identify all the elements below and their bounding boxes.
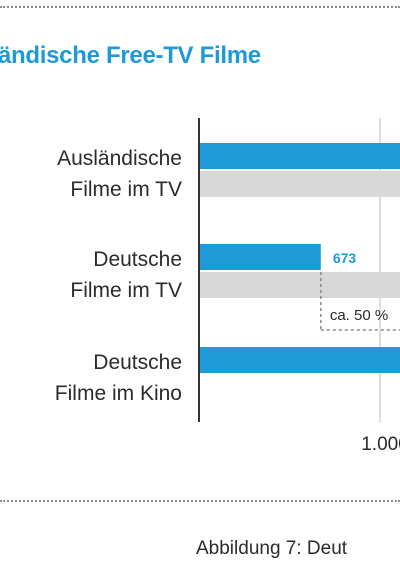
bar-0-series-1 [199, 171, 400, 197]
annotation-label-0: ca. 50 % [330, 307, 388, 324]
category-label-2-line-0: Deutsche [93, 351, 182, 374]
chart-title: ändische Free-TV Filme [0, 42, 261, 69]
category-label-1-line-1: Filme im TV [70, 279, 182, 302]
bar-2-series-0 [199, 347, 400, 373]
data-label-0: 673 [333, 250, 357, 266]
category-label-0-line-0: Ausländische [57, 147, 182, 170]
top-divider [0, 6, 400, 8]
bar-0-series-0 [199, 143, 400, 169]
category-label-2-line-1: Filme im Kino [55, 382, 182, 405]
category-label-1-line-0: Deutsche [93, 248, 182, 271]
bar-1-series-1 [199, 272, 400, 298]
x-tick-label-0: 1.000 [361, 434, 400, 455]
bar-1-series-0 [199, 244, 321, 270]
category-label-0-line-1: Filme im TV [70, 178, 182, 201]
bottom-divider [0, 500, 400, 502]
figure-caption: Abbildung 7: Deut [196, 538, 348, 559]
